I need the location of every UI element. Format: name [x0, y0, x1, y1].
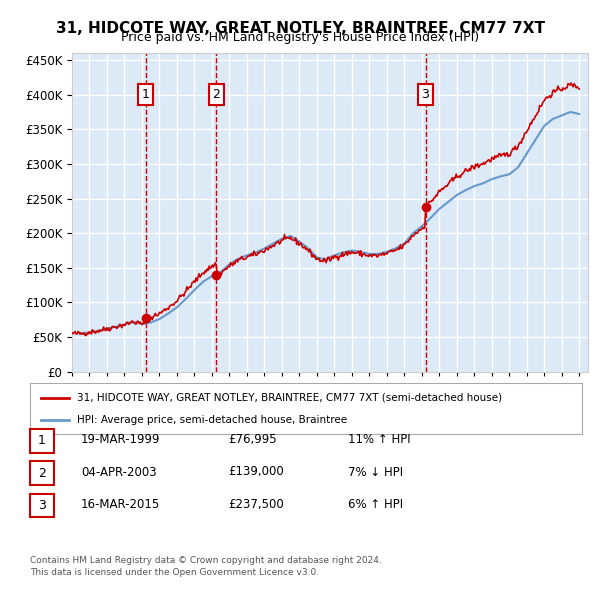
Text: 3: 3: [422, 88, 430, 101]
Text: 16-MAR-2015: 16-MAR-2015: [81, 498, 160, 511]
Text: HPI: Average price, semi-detached house, Braintree: HPI: Average price, semi-detached house,…: [77, 415, 347, 425]
Text: 6% ↑ HPI: 6% ↑ HPI: [348, 498, 403, 511]
Text: 19-MAR-1999: 19-MAR-1999: [81, 433, 161, 446]
Text: 11% ↑ HPI: 11% ↑ HPI: [348, 433, 410, 446]
Text: £76,995: £76,995: [228, 433, 277, 446]
Text: 31, HIDCOTE WAY, GREAT NOTLEY, BRAINTREE, CM77 7XT (semi-detached house): 31, HIDCOTE WAY, GREAT NOTLEY, BRAINTREE…: [77, 392, 502, 402]
Text: 7% ↓ HPI: 7% ↓ HPI: [348, 466, 403, 478]
Text: Contains HM Land Registry data © Crown copyright and database right 2024.
This d: Contains HM Land Registry data © Crown c…: [30, 556, 382, 577]
Text: £237,500: £237,500: [228, 498, 284, 511]
Text: 31, HIDCOTE WAY, GREAT NOTLEY, BRAINTREE, CM77 7XT: 31, HIDCOTE WAY, GREAT NOTLEY, BRAINTREE…: [56, 21, 545, 35]
Text: 1: 1: [38, 434, 46, 447]
Text: 04-APR-2003: 04-APR-2003: [81, 466, 157, 478]
Text: Price paid vs. HM Land Registry's House Price Index (HPI): Price paid vs. HM Land Registry's House …: [121, 31, 479, 44]
Text: £139,000: £139,000: [228, 466, 284, 478]
Text: 2: 2: [38, 467, 46, 480]
Text: 2: 2: [212, 88, 220, 101]
Text: 1: 1: [142, 88, 149, 101]
Text: 3: 3: [38, 499, 46, 512]
